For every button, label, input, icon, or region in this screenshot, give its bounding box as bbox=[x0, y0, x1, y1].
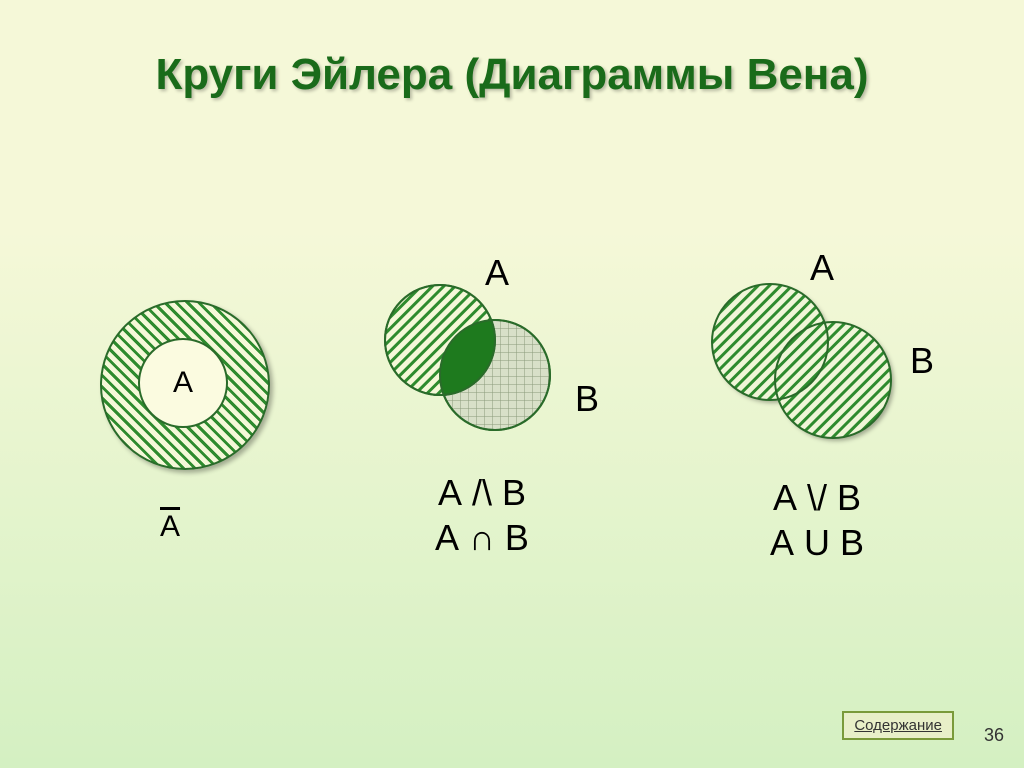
union-expr-line1: А \/ В bbox=[773, 477, 861, 518]
diagram-intersection: А bbox=[375, 260, 635, 620]
union-expr-line2: А U В bbox=[770, 522, 864, 563]
intersection-label-b: В bbox=[575, 378, 599, 420]
union-label-b: В bbox=[910, 340, 934, 382]
page-title: Круги Эйлера (Диаграммы Вена) bbox=[0, 50, 1024, 100]
complement-expression-text: А bbox=[160, 510, 180, 543]
intersection-expr-line2: А ∩ В bbox=[435, 517, 529, 558]
union-svg bbox=[705, 280, 925, 460]
contents-button[interactable]: Содержание bbox=[842, 711, 954, 740]
intersection-expr-line1: А /\ В bbox=[438, 472, 526, 513]
diagram-area: А А А bbox=[0, 250, 1024, 670]
intersection-expression: А /\ В А ∩ В bbox=[435, 470, 529, 560]
complement-inner-circle: А bbox=[138, 338, 228, 428]
intersection-svg bbox=[380, 280, 580, 450]
complement-expression: А bbox=[160, 510, 180, 544]
diagram-complement: А А bbox=[100, 300, 300, 600]
page-number: 36 bbox=[984, 725, 1004, 746]
complement-inner-label: А bbox=[173, 366, 193, 400]
union-expression: А \/ В А U В bbox=[770, 475, 864, 565]
diagram-union: А В А \/ В А U В bbox=[700, 255, 960, 615]
